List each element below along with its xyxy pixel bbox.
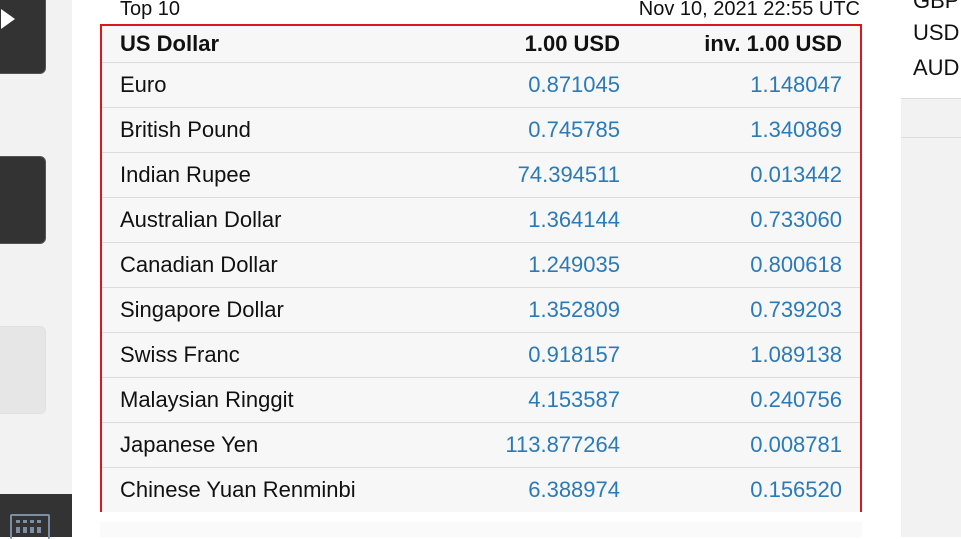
table-row: Canadian Dollar 1.249035 0.800618 — [102, 242, 860, 288]
rates-table: US Dollar 1.00 USD inv. 1.00 USD Euro 0.… — [100, 24, 862, 514]
rate-link[interactable]: 6.388974 — [528, 477, 620, 502]
rate-link[interactable]: 0.918157 — [528, 342, 620, 367]
table-row: Indian Rupee 74.394511 0.013442 — [102, 152, 860, 198]
right-currency-item[interactable]: USD — [913, 20, 960, 45]
table-row: Malaysian Ringgit 4.153587 0.240756 — [102, 377, 860, 423]
calendar-icon — [10, 514, 50, 539]
table-row: Japanese Yen 113.877264 0.008781 — [102, 422, 860, 468]
table-row: Euro 0.871045 1.148047 — [102, 62, 860, 108]
currency-name: Chinese Yuan Renminbi — [120, 477, 356, 502]
widget-title: Top 10 — [120, 0, 181, 20]
rate-link[interactable]: 1.364144 — [528, 207, 620, 232]
currency-name: Euro — [120, 72, 167, 97]
inverse-rate-link[interactable]: 1.089138 — [750, 342, 842, 367]
inverse-rate-link[interactable]: 0.240756 — [750, 387, 842, 412]
inverse-rate-link[interactable]: 0.733060 — [750, 207, 842, 232]
calendar-button[interactable] — [0, 494, 72, 539]
currency-name: Canadian Dollar — [120, 252, 278, 277]
next-widget-bar — [100, 522, 862, 537]
currency-name: Singapore Dollar — [120, 297, 284, 322]
table-row: British Pound 0.745785 1.340869 — [102, 107, 860, 153]
inverse-rate-link[interactable]: 0.156520 — [750, 477, 842, 502]
table-row: Singapore Dollar 1.352809 0.739203 — [102, 287, 860, 333]
header-rate: 1.00 USD — [524, 31, 620, 56]
rate-link[interactable]: 0.871045 — [528, 72, 620, 97]
left-rail — [0, 0, 72, 539]
inverse-rate-link[interactable]: 0.008781 — [750, 432, 842, 457]
currency-name: Swiss Franc — [120, 342, 240, 367]
header-inverse: inv. 1.00 USD — [704, 31, 842, 56]
right-currency-item[interactable]: GBP — [913, 0, 960, 13]
inverse-rate-link[interactable]: 0.739203 — [750, 297, 842, 322]
currency-name: Japanese Yen — [120, 432, 259, 457]
table-header-row: US Dollar 1.00 USD inv. 1.00 USD — [102, 26, 860, 63]
rate-link[interactable]: 113.877264 — [505, 432, 620, 457]
next-widget-header — [100, 512, 862, 537]
right-currency-item[interactable]: AUD — [913, 55, 960, 80]
rail-button[interactable] — [0, 156, 46, 244]
rate-link[interactable]: 4.153587 — [528, 387, 620, 412]
table-row: Australian Dollar 1.364144 0.733060 — [102, 197, 860, 243]
rate-link[interactable]: 1.249035 — [528, 252, 620, 277]
currency-name: Malaysian Ringgit — [120, 387, 294, 412]
header-base-currency: US Dollar — [120, 31, 220, 56]
play-button[interactable] — [0, 0, 46, 74]
rate-link[interactable]: 1.352809 — [528, 297, 620, 322]
rail-button-inactive[interactable] — [0, 326, 46, 414]
rate-link[interactable]: 0.745785 — [528, 117, 620, 142]
currency-name: Indian Rupee — [120, 162, 251, 187]
inverse-rate-link[interactable]: 1.340869 — [750, 117, 842, 142]
inverse-rate-link[interactable]: 0.800618 — [750, 252, 842, 277]
table-row: Swiss Franc 0.918157 1.089138 — [102, 332, 860, 378]
rate-link[interactable]: 74.394511 — [517, 162, 620, 187]
play-icon — [1, 9, 15, 29]
widget-timestamp: Nov 10, 2021 22:55 UTC — [638, 0, 860, 20]
table-row: Chinese Yuan Renminbi 6.388974 0.156520 — [102, 467, 860, 512]
currency-name: Australian Dollar — [120, 207, 282, 232]
right-currency-list — [901, 0, 961, 99]
divider — [901, 137, 961, 138]
inverse-rate-link[interactable]: 0.013442 — [750, 162, 842, 187]
inverse-rate-link[interactable]: 1.148047 — [750, 72, 842, 97]
currency-name: British Pound — [120, 117, 251, 142]
